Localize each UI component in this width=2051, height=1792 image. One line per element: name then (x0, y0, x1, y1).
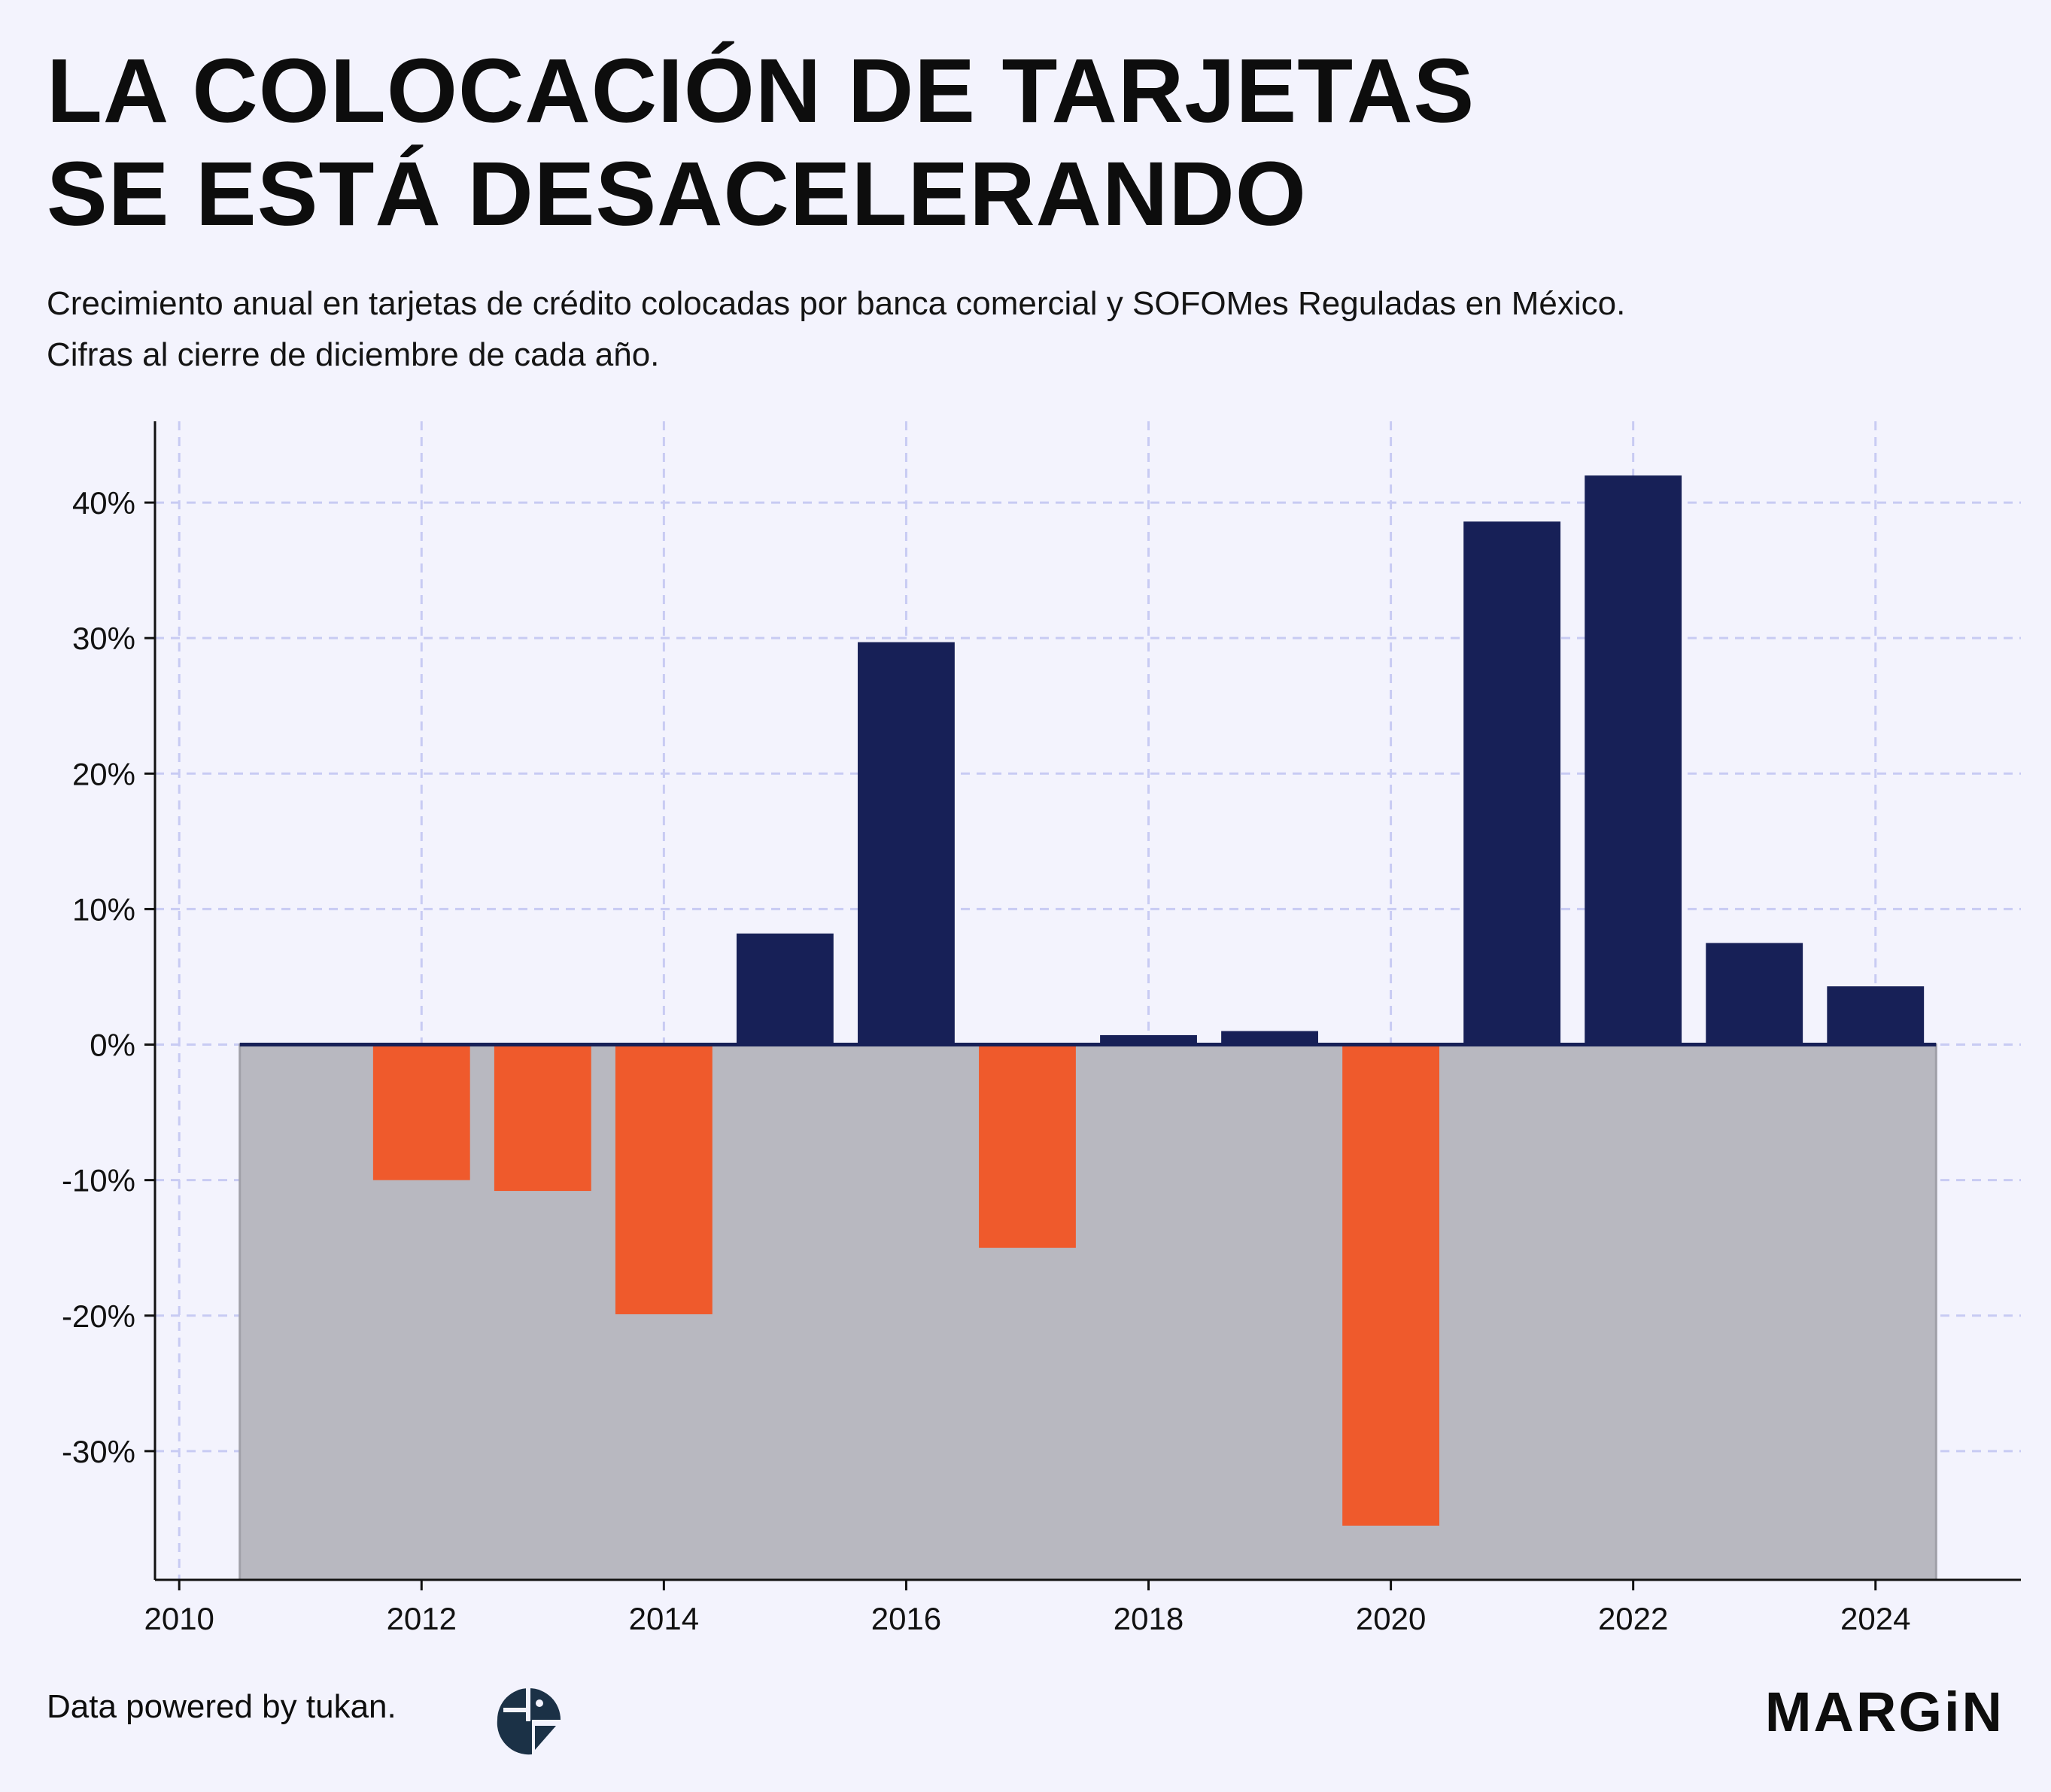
bar-2023 (1706, 943, 1803, 1045)
bar-2012 (372, 1044, 470, 1180)
bar-2013 (494, 1044, 591, 1192)
shaded-negative-region (239, 1043, 1937, 1581)
y-tick-label: 30% (72, 621, 135, 656)
chart-title: LA COLOCACIÓN DE TARJETAS SE ESTÁ DESACE… (47, 39, 1475, 245)
y-tick-label: -10% (62, 1163, 135, 1198)
x-tick-label: 2014 (629, 1601, 699, 1636)
x-tick-label: 2012 (387, 1601, 457, 1636)
title-line-2: SE ESTÁ DESACELERANDO (47, 142, 1307, 245)
subtitle-line-2: Cifras al cierre de diciembre de cada añ… (47, 336, 660, 373)
bar-2015 (736, 933, 834, 1045)
bar-2021 (1463, 521, 1561, 1045)
chart-subtitle: Crecimiento anual en tarjetas de crédito… (47, 278, 1625, 381)
bar-2016 (858, 642, 955, 1045)
y-tick-label: 10% (72, 891, 135, 927)
tukan-logo-icon (497, 1688, 561, 1755)
x-tick-label: 2016 (871, 1601, 941, 1636)
y-tick-label: -30% (62, 1434, 135, 1469)
x-tick-label: 2018 (1114, 1601, 1184, 1636)
x-tick-label: 2022 (1598, 1601, 1668, 1636)
x-tick-label: 2020 (1356, 1601, 1426, 1636)
bar-2022 (1585, 475, 1682, 1045)
bar-2019 (1221, 1031, 1318, 1045)
y-tick-label: 0% (90, 1028, 135, 1063)
bar-2017 (979, 1044, 1076, 1248)
title-line-1: LA COLOCACIÓN DE TARJETAS (47, 39, 1475, 141)
bar-2014 (615, 1044, 713, 1314)
x-tick-label: 2024 (1840, 1601, 1910, 1636)
y-tick-label: 20% (72, 756, 135, 791)
y-tick-label: 40% (72, 485, 135, 521)
bar-2024 (1827, 986, 1925, 1045)
bar-2020 (1342, 1044, 1440, 1526)
data-credit: Data powered by tukan. (47, 1688, 397, 1725)
subtitle-line-1: Crecimiento anual en tarjetas de crédito… (47, 285, 1626, 322)
y-tick-label: -20% (62, 1298, 135, 1334)
margin-brand-logo: MARGiN (1764, 1681, 2004, 1743)
bar-2018 (1100, 1034, 1197, 1045)
x-tick-label: 2010 (144, 1601, 214, 1636)
